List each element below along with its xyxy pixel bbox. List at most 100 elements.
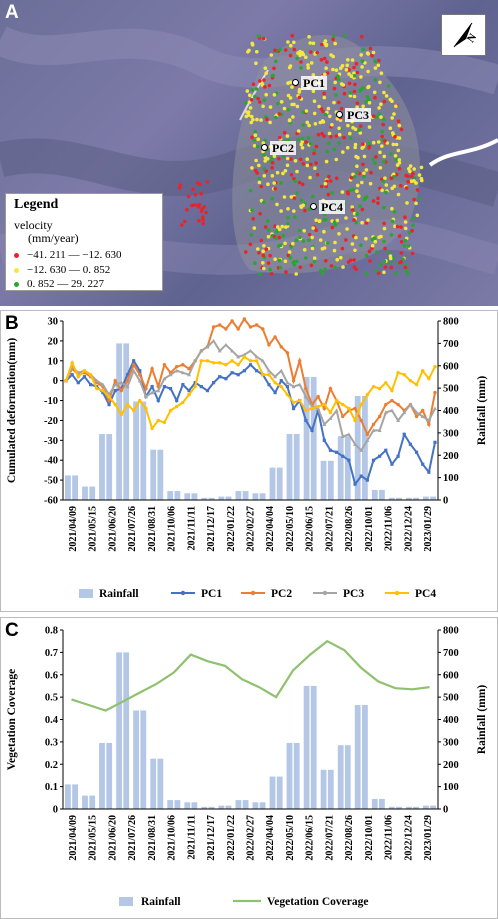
- ps-point: [355, 183, 360, 188]
- x-tick-label: 2021/06/20: [107, 506, 118, 552]
- series-marker: [64, 378, 68, 383]
- y-tick-label: -50: [44, 476, 58, 487]
- ps-point: [387, 250, 391, 255]
- ps-point: [315, 50, 320, 55]
- rainfall-bar: [379, 489, 385, 500]
- series-marker: [180, 370, 185, 375]
- ps-point: [282, 130, 287, 135]
- series-marker: [248, 359, 253, 363]
- ps-point: [364, 253, 369, 258]
- ps-point: [393, 224, 397, 228]
- ps-point: [253, 94, 257, 99]
- ps-point: [247, 100, 252, 105]
- ps-point: [364, 236, 368, 241]
- series-marker: [138, 398, 142, 403]
- ps-point: [307, 232, 312, 237]
- x-tick-label: 2022/04/04: [265, 506, 276, 552]
- ps-point: [392, 112, 396, 116]
- x-tick-label: 2021/10/06: [167, 506, 178, 552]
- ps-point: [406, 174, 410, 178]
- ps-point: [275, 202, 279, 207]
- rainfall-bar: [191, 802, 198, 809]
- ps-point: [287, 118, 292, 123]
- series-marker: [100, 382, 105, 387]
- ps-point: [355, 189, 359, 193]
- ps-point: [254, 87, 259, 91]
- ps-point: [295, 104, 300, 109]
- rainfall-bar: [65, 475, 71, 500]
- ps-point: [293, 179, 298, 184]
- ps-point: [272, 181, 277, 185]
- vegetation-chart-panel: 0 0.1 0.2 0.3 0.4 0.5 0.6 0.7 0.8 0 100 200 300 400 50…: [0, 617, 498, 919]
- ps-point: [380, 134, 385, 139]
- x-tick-label: 2021/08/31: [147, 815, 158, 861]
- ps-point: [364, 221, 369, 225]
- series-marker: [181, 363, 185, 367]
- y-tick-label: 20: [48, 336, 59, 347]
- y-tick-label: 0.5: [45, 693, 58, 704]
- ps-point: [294, 272, 299, 276]
- series-marker: [303, 394, 308, 399]
- ps-point: [280, 224, 285, 229]
- pc4-marker: [310, 203, 317, 210]
- series-marker: [205, 389, 210, 393]
- ps-point: [295, 56, 299, 61]
- rainfall-bar: [327, 769, 334, 809]
- ps-point: [272, 93, 277, 97]
- ps-point: [261, 249, 266, 253]
- ps-point: [373, 239, 378, 244]
- ps-point: [368, 46, 373, 51]
- series-marker: [291, 384, 296, 389]
- series-marker: [377, 386, 382, 391]
- ps-point: [382, 159, 386, 164]
- ps-point: [312, 259, 317, 264]
- legend-swatch-rainfall: [79, 589, 93, 598]
- ps-point: [265, 117, 269, 122]
- rainfall-bar: [184, 802, 191, 809]
- ps-point: [414, 181, 418, 185]
- ps-point: [286, 215, 290, 220]
- ps-point: [270, 74, 275, 78]
- ps-point: [341, 265, 345, 269]
- series-marker: [353, 442, 358, 446]
- ps-point: [339, 255, 343, 260]
- y-tick-label: -20: [44, 416, 58, 427]
- panel-label-b: B: [5, 313, 19, 334]
- ps-point: [380, 144, 384, 148]
- ps-point: [399, 240, 404, 244]
- rainfall-bar: [371, 798, 378, 809]
- series-marker: [125, 378, 130, 383]
- ps-point: [394, 271, 398, 276]
- rainfall-bar: [388, 806, 395, 809]
- ps-point: [193, 192, 198, 197]
- series-marker: [298, 359, 302, 363]
- series-marker: [371, 422, 376, 427]
- ps-point: [330, 123, 334, 127]
- series-marker: [168, 408, 173, 413]
- series-marker: [187, 392, 191, 397]
- rainfall-bar: [235, 491, 242, 500]
- series-marker: [304, 418, 308, 423]
- y2-tick-label: 500: [443, 384, 459, 395]
- series-marker: [205, 359, 210, 363]
- series-marker: [101, 388, 105, 393]
- ps-point: [397, 136, 402, 140]
- series-marker: [162, 420, 167, 425]
- y-axis-title: Vegetation Coverage: [6, 669, 18, 770]
- y2-tick-label: 200: [443, 760, 459, 771]
- legend-item-yellow: −12. 630 — 0. 852: [14, 264, 110, 276]
- series-marker: [199, 359, 203, 363]
- ps-point: [354, 220, 359, 225]
- ps-point: [310, 246, 315, 251]
- series-marker: [396, 402, 400, 407]
- series-marker: [88, 373, 93, 377]
- series-marker: [353, 482, 357, 486]
- ps-point: [272, 66, 276, 71]
- ps-point: [396, 192, 401, 197]
- ps-point: [390, 186, 395, 191]
- series-marker: [316, 404, 320, 409]
- ps-point: [374, 115, 379, 119]
- ps-point: [367, 125, 372, 129]
- ps-point: [330, 225, 335, 230]
- ps-point: [333, 41, 338, 46]
